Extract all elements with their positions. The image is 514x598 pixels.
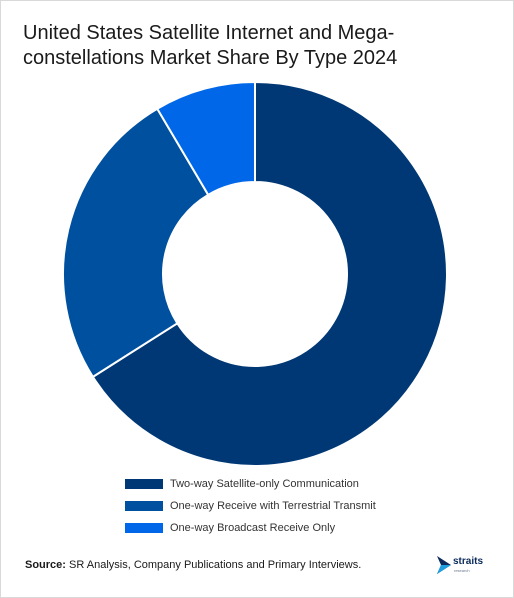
legend-item: Two-way Satellite-only Communication — [125, 473, 376, 495]
source-note: Source: SR Analysis, Company Publication… — [25, 559, 361, 571]
donut-slice-3 — [155, 80, 256, 197]
legend-label: One-way Broadcast Receive Only — [170, 522, 336, 534]
legend-label: One-way Receive with Terrestrial Transmi… — [170, 500, 376, 512]
donut-chart — [62, 80, 448, 467]
chart-legend: Two-way Satellite-only Communication One-… — [125, 473, 376, 539]
legend-item: One-way Broadcast Receive Only — [125, 517, 376, 539]
source-text: SR Analysis, Company Publications and Pr… — [69, 559, 362, 571]
straits-logo: straits research — [437, 553, 493, 579]
logo-subtext: research — [454, 568, 470, 573]
source-label: Source: — [25, 559, 66, 571]
legend-item: One-way Receive with Terrestrial Transmi… — [125, 495, 376, 517]
legend-swatch — [125, 479, 163, 489]
legend-swatch — [125, 523, 163, 533]
logo-text: straits — [453, 556, 484, 567]
logo-arrow-icon — [437, 556, 451, 574]
chart-title: United States Satellite Internet and Meg… — [23, 22, 398, 69]
donut-slice-1 — [91, 80, 448, 467]
legend-swatch — [125, 501, 163, 511]
donut-slice-2 — [62, 107, 210, 379]
legend-label: Two-way Satellite-only Communication — [170, 478, 359, 490]
